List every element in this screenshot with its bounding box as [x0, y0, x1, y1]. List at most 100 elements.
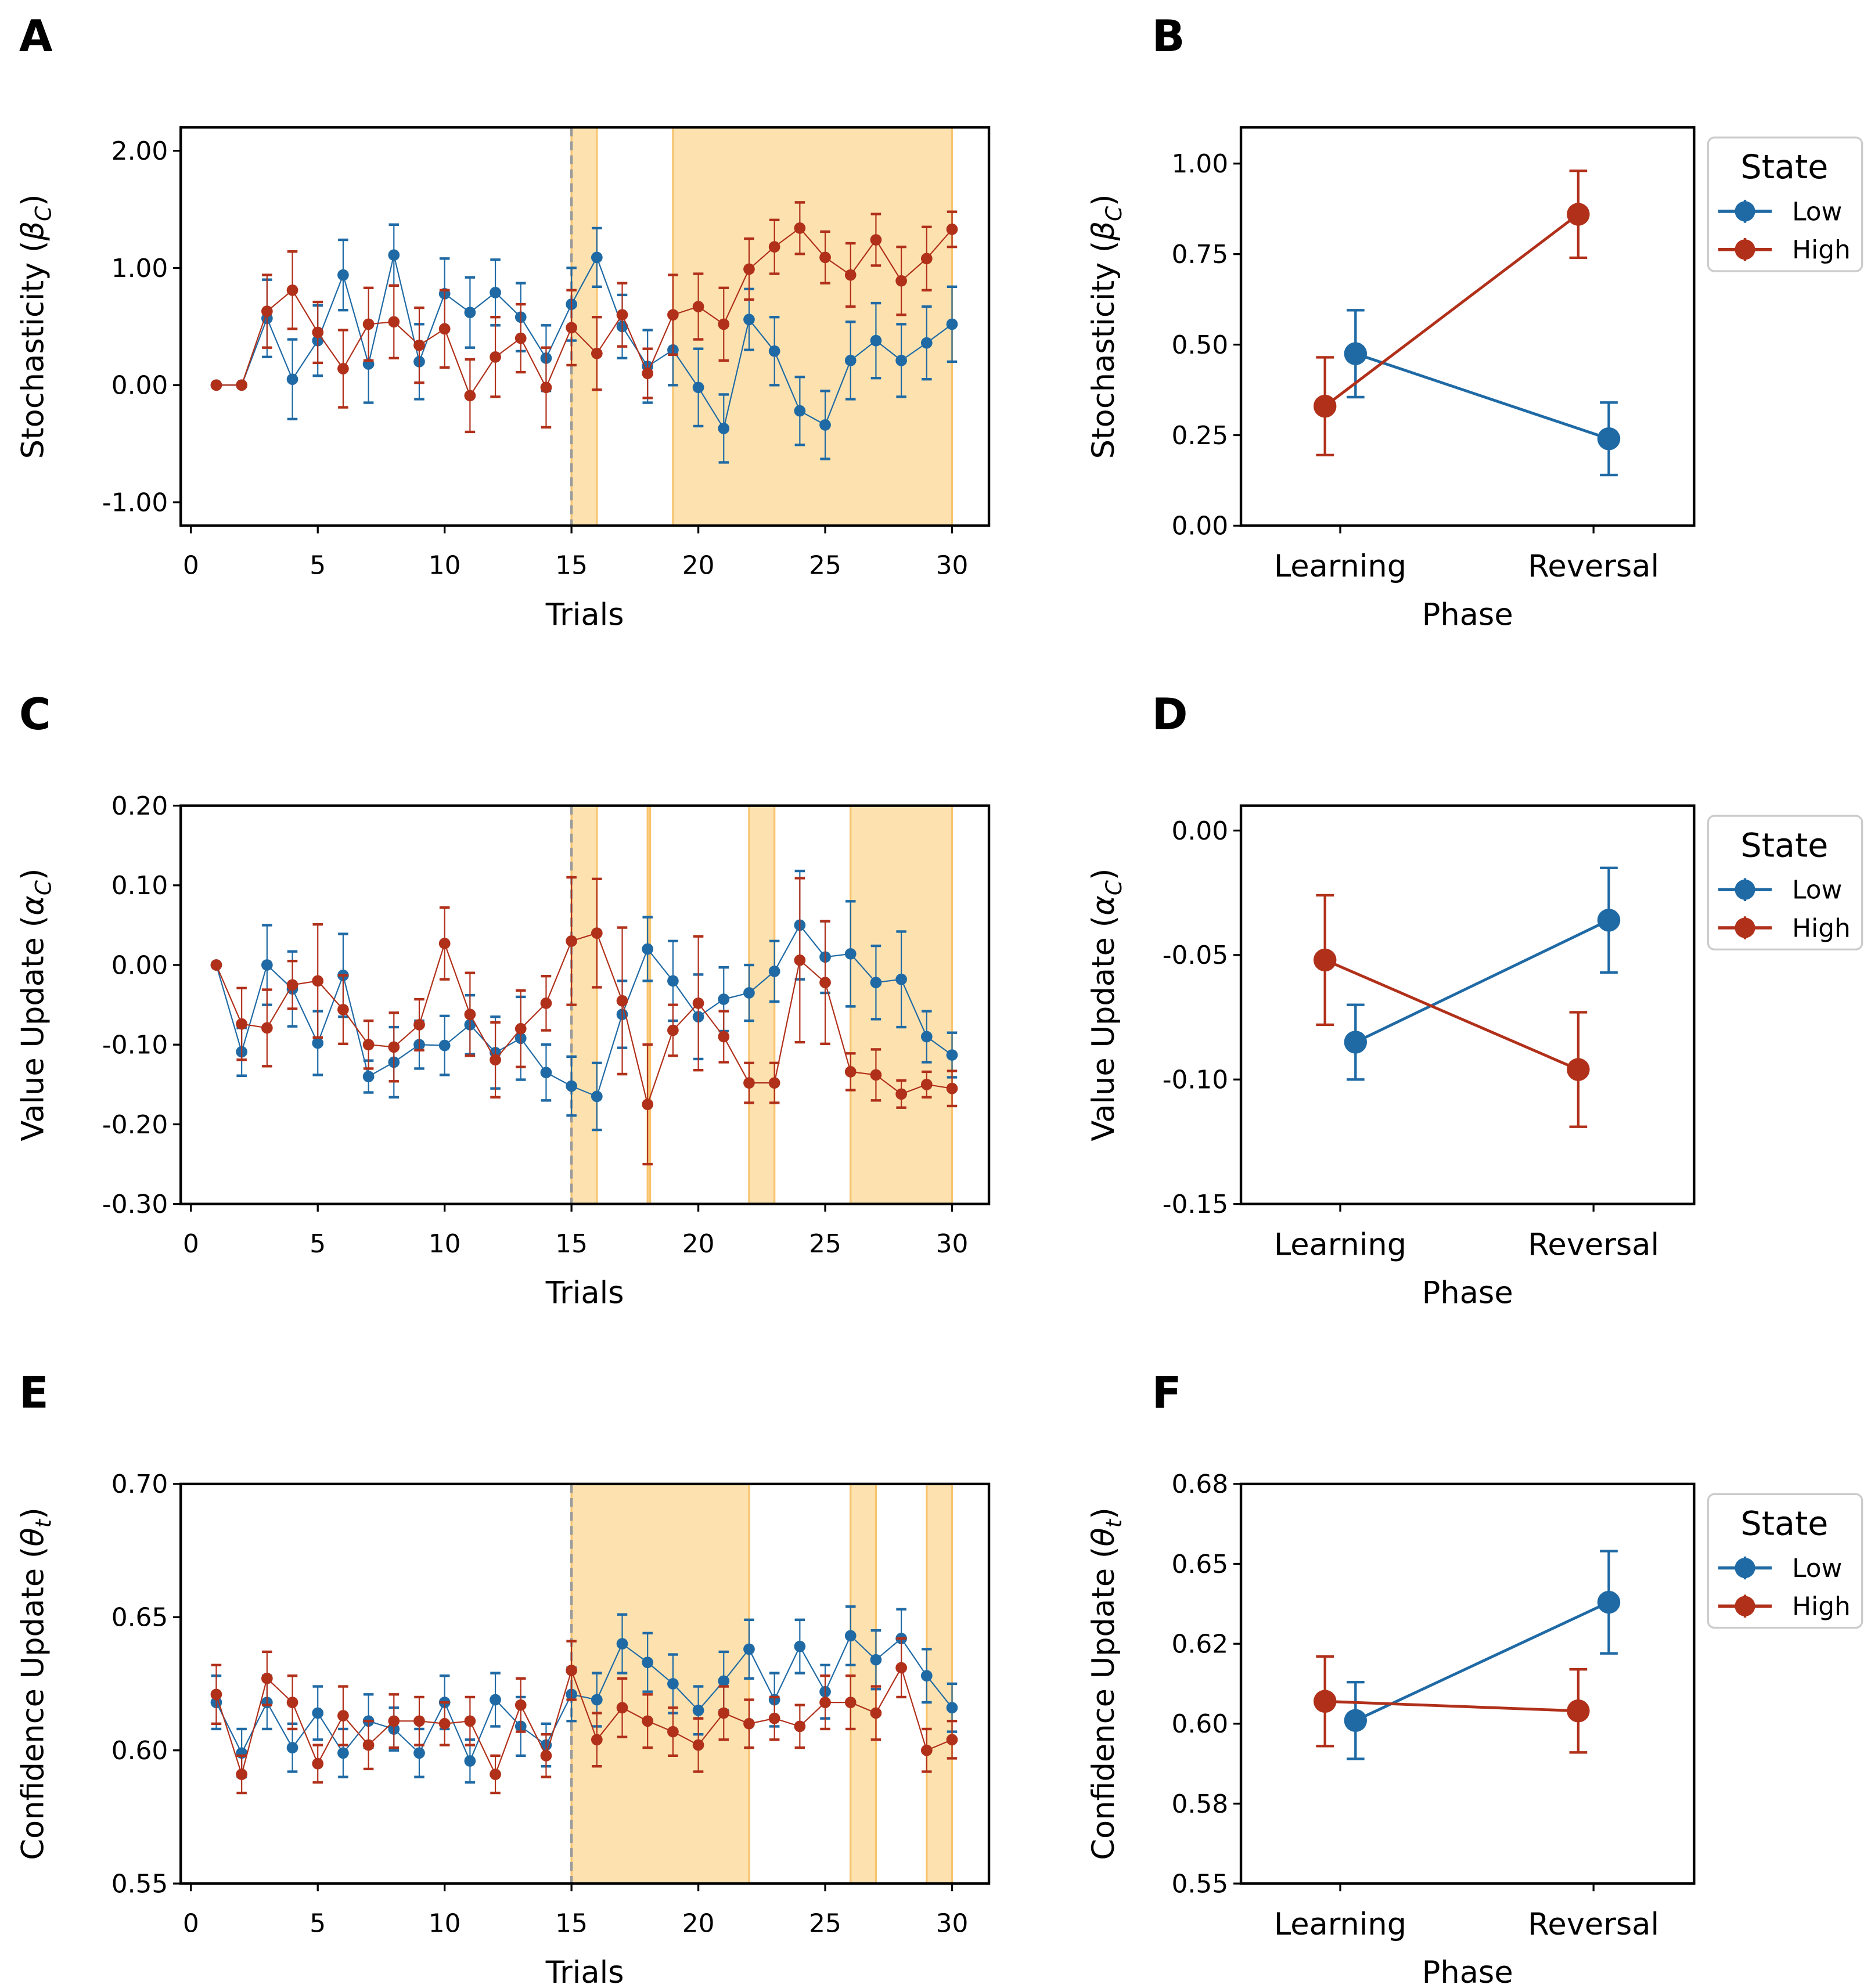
legend-frame	[1707, 136, 1863, 272]
data-point-high	[844, 1066, 857, 1078]
data-point-high	[794, 222, 806, 234]
y-axis-label: Value Update (αC)	[16, 869, 56, 1141]
legend-title: State	[1741, 148, 1829, 186]
data-point-high	[464, 390, 476, 402]
x-tick-label: 0	[183, 1229, 199, 1259]
x-tick-label: 25	[809, 1229, 841, 1259]
x-tick-label: 30	[936, 1229, 969, 1259]
shaded-region	[672, 126, 954, 527]
ylabel-symbol: β	[16, 221, 51, 242]
data-point-low	[1344, 1031, 1368, 1054]
axes-frame	[179, 126, 991, 527]
data-point-high	[514, 332, 527, 344]
data-point-low	[1344, 1709, 1368, 1733]
y-tick-label: -0.20	[102, 1110, 168, 1140]
ylabel-subscript: t	[1101, 1518, 1127, 1528]
data-point-high	[388, 316, 400, 328]
data-point-high	[261, 305, 273, 318]
x-axis-label: Phase	[1422, 597, 1513, 632]
data-point-high	[1567, 1058, 1590, 1081]
ylabel-paren: )	[16, 194, 51, 206]
series-line-high	[1324, 959, 1579, 1071]
ylabel-subscript: C	[1101, 880, 1127, 895]
data-point-low	[743, 314, 755, 326]
data-point-high	[718, 1031, 730, 1043]
ylabel-paren: )	[1086, 1507, 1121, 1519]
x-tick-label: 10	[429, 1908, 461, 1938]
x-tick-label: 5	[310, 1908, 326, 1938]
x-tick-label: 20	[682, 1908, 715, 1938]
data-point-low	[844, 1630, 857, 1642]
data-point-high	[490, 351, 501, 363]
data-point-low	[490, 1694, 501, 1706]
ylabel-symbol: β	[1086, 221, 1121, 242]
x-axis-label: Phase	[1422, 1276, 1513, 1311]
data-point-low	[870, 334, 882, 347]
data-point-high	[743, 1077, 755, 1089]
data-point-high	[540, 381, 552, 394]
data-point-high	[616, 1702, 628, 1714]
data-point-high	[362, 1039, 375, 1051]
y-tick-label: 0.10	[111, 871, 168, 901]
ylabel-symbol: α	[1086, 895, 1121, 916]
data-point-low	[870, 977, 882, 989]
data-point-low	[337, 269, 349, 281]
data-point-high	[540, 1749, 552, 1762]
legend-marker-low	[1735, 201, 1755, 222]
series-line-high	[1324, 213, 1579, 408]
data-point-high	[794, 954, 806, 966]
data-point-low	[768, 966, 780, 977]
data-point-high	[210, 379, 222, 391]
data-point-high	[566, 935, 577, 947]
ylabel-symbol: θ	[16, 1528, 51, 1546]
ylabel-subscript: C	[1101, 206, 1127, 221]
x-tick-label: 30	[936, 1908, 969, 1938]
data-point-low	[540, 1067, 552, 1079]
ylabel-text: Value Update (	[16, 916, 51, 1141]
data-point-low	[413, 1747, 425, 1759]
data-point-low	[464, 307, 476, 319]
data-point-high	[819, 1697, 831, 1708]
data-point-high	[388, 1715, 400, 1727]
data-point-high	[438, 323, 451, 335]
series-line-low	[1355, 919, 1610, 1044]
x-tick-label: 0	[183, 551, 199, 581]
data-point-low	[844, 355, 857, 366]
x-tick-label: 20	[682, 551, 715, 581]
ylabel-text: Confidence Update (	[16, 1547, 51, 1860]
data-point-low	[1597, 427, 1621, 451]
data-point-low	[895, 973, 907, 985]
data-point-low	[718, 993, 730, 1005]
data-point-high	[413, 1019, 425, 1031]
y-axis-label: Stochasticity (βC)	[1086, 194, 1127, 459]
data-point-high	[566, 322, 577, 334]
y-tick-label: 0.58	[1172, 1789, 1229, 1819]
y-axis-label: Confidence Update (θt)	[1086, 1507, 1127, 1860]
x-tick-label: Learning	[1274, 549, 1406, 584]
data-point-high	[261, 1672, 273, 1684]
panel-letter: C	[19, 689, 51, 740]
data-point-low	[946, 318, 958, 330]
x-tick-label: 20	[682, 1229, 715, 1259]
ylabel-text: Confidence Update (	[1086, 1547, 1121, 1860]
data-point-low	[844, 948, 857, 960]
series-line-low	[1355, 1601, 1610, 1722]
data-point-low	[768, 345, 780, 357]
data-point-low	[337, 1747, 349, 1759]
legend-frame	[1707, 1493, 1863, 1629]
panel-letter: A	[19, 11, 53, 62]
data-point-high	[718, 1707, 730, 1719]
data-point-low	[642, 1656, 654, 1669]
data-point-low	[870, 1654, 882, 1666]
data-point-high	[413, 1715, 425, 1727]
data-point-high	[591, 1734, 603, 1746]
data-point-high	[844, 1697, 857, 1708]
panel-a: A -1.00 0.00 1.00 2.00 0 5 10 15 20 25 30 Trials Stoc…	[16, 11, 991, 632]
data-point-high	[1313, 1690, 1337, 1713]
axes-frame	[1239, 804, 1696, 1205]
legend-title: State	[1741, 826, 1829, 865]
data-point-low	[946, 1049, 958, 1061]
x-tick-label: Learning	[1274, 1907, 1406, 1942]
x-tick-label: 5	[310, 1229, 326, 1259]
data-point-low	[566, 1080, 577, 1092]
